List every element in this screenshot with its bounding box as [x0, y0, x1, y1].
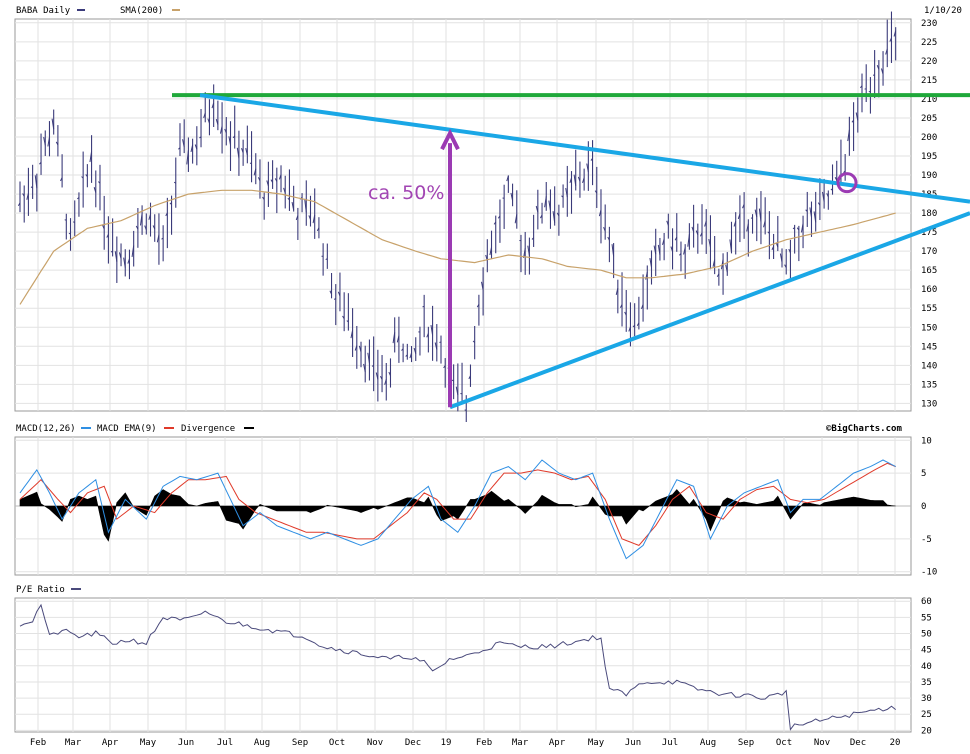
price-bar-tick — [111, 251, 113, 252]
price-y-tick: 230 — [921, 19, 937, 29]
x-tick-label: Apr — [102, 738, 119, 748]
x-tick-label: Feb — [30, 738, 46, 748]
pe-y-tick: 55 — [921, 613, 932, 623]
pe-legend-label: P/E Ratio — [16, 585, 65, 595]
x-tick-label: 20 — [890, 738, 901, 748]
pe-y-tick: 50 — [921, 630, 932, 640]
symbol-label: BABA Daily — [16, 6, 71, 16]
price-y-tick: 205 — [921, 114, 937, 124]
price-y-tick: 180 — [921, 209, 937, 219]
x-axis: Feb Mar Apr May Jun Jul Aug Sep Oct Nov Dec 19 Feb Ma… — [30, 738, 901, 748]
price-y-tick: 165 — [921, 266, 937, 276]
price-y-tick: 150 — [921, 323, 937, 333]
pe-y-tick: 20 — [921, 726, 932, 736]
price-y-tick: 160 — [921, 285, 937, 295]
macd-y-axis: 10 5 0 -5 -10 — [921, 436, 937, 577]
macd-y-tick: -5 — [921, 535, 932, 545]
x-tick-label: Oct — [329, 738, 345, 748]
x-tick-label: Mar — [65, 738, 82, 748]
date-label: 1/10/20 — [924, 6, 962, 16]
x-tick-label: Jun — [625, 738, 641, 748]
x-tick-label: Jul — [662, 738, 678, 748]
x-tick-label: Mar — [512, 738, 529, 748]
x-tick-label: 19 — [441, 738, 452, 748]
macd-legend-label: MACD(12,26) — [16, 424, 76, 434]
price-y-tick: 200 — [921, 133, 937, 143]
pe-y-tick: 30 — [921, 694, 932, 704]
macd-y-tick: 5 — [921, 469, 926, 479]
x-tick-label: Jul — [217, 738, 233, 748]
pe-panel: P/E Ratio 60 55 50 45 40 35 30 25 20 — [15, 585, 932, 736]
sma-label: SMA(200) — [120, 6, 163, 16]
x-tick-label: Aug — [700, 738, 716, 748]
x-tick-label: Sep — [292, 738, 308, 748]
price-plot-area — [15, 19, 911, 411]
macd-y-tick: 10 — [921, 436, 932, 446]
price-y-tick: 130 — [921, 399, 937, 409]
x-tick-label: May — [140, 738, 157, 748]
price-y-tick: 155 — [921, 304, 937, 314]
gain-arrow-label: ca. 50% — [368, 182, 444, 204]
price-bar-tick — [865, 89, 867, 90]
price-bar-tick — [423, 306, 425, 307]
x-tick-label: Oct — [776, 738, 792, 748]
price-y-tick: 220 — [921, 57, 937, 67]
x-tick-label: Apr — [549, 738, 566, 748]
macd-panel: MACD(12,26) MACD EMA(9) Divergence ©BigC… — [15, 423, 937, 578]
price-y-axis: 1301351401451501551601651701751801851901… — [921, 19, 937, 410]
x-tick-label: Feb — [476, 738, 492, 748]
price-y-tick: 195 — [921, 152, 937, 162]
price-y-tick: 170 — [921, 247, 937, 257]
x-tick-label: May — [588, 738, 605, 748]
macd-y-tick: -10 — [921, 568, 937, 578]
price-bar-tick — [65, 220, 67, 221]
pe-y-axis: 60 55 50 45 40 35 30 25 20 — [921, 597, 932, 736]
divergence-legend-label: Divergence — [181, 424, 235, 434]
price-y-tick: 135 — [921, 380, 937, 390]
pe-y-tick: 25 — [921, 710, 932, 720]
price-y-tick: 140 — [921, 361, 937, 371]
price-panel: 1301351401451501551601651701751801851901… — [15, 6, 970, 422]
pe-plot-area — [15, 598, 911, 732]
macd-ema-legend-label: MACD EMA(9) — [97, 424, 157, 434]
x-tick-label: Dec — [405, 738, 421, 748]
x-tick-label: Nov — [814, 738, 830, 748]
x-tick-label: Nov — [367, 738, 383, 748]
x-tick-label: Jun — [178, 738, 194, 748]
macd-y-tick: 0 — [921, 502, 926, 512]
x-tick-label: Aug — [254, 738, 270, 748]
price-y-tick: 215 — [921, 76, 937, 86]
price-y-tick: 145 — [921, 342, 937, 352]
pe-y-tick: 35 — [921, 678, 932, 688]
pe-y-tick: 40 — [921, 662, 932, 672]
pe-y-tick: 60 — [921, 597, 932, 607]
price-y-tick: 225 — [921, 38, 937, 48]
x-tick-label: Sep — [738, 738, 754, 748]
price-y-tick: 190 — [921, 171, 937, 181]
bigcharts-credit: ©BigCharts.com — [826, 423, 902, 434]
x-tick-label: Dec — [850, 738, 866, 748]
pe-y-tick: 45 — [921, 646, 932, 656]
